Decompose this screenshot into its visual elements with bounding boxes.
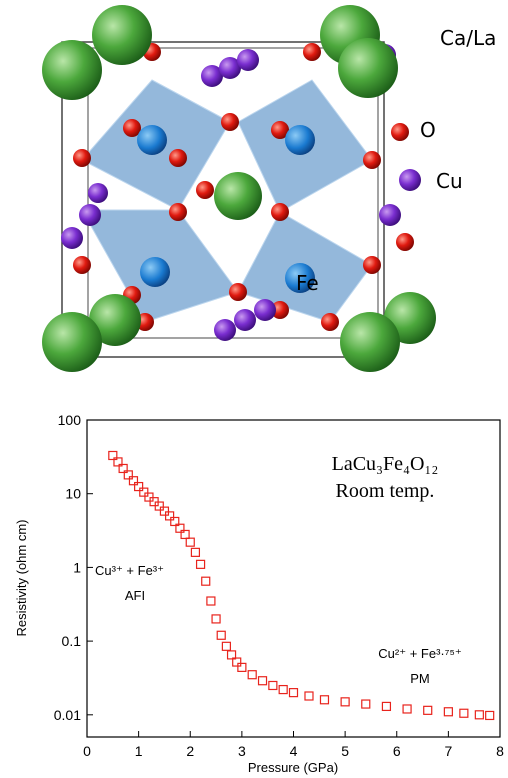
atom-label: O xyxy=(420,118,436,142)
y-tick-label: 100 xyxy=(58,412,82,428)
crystal-structure: Ca/La O Cu Fe xyxy=(42,5,496,372)
x-tick-label: 7 xyxy=(444,743,452,759)
data-point xyxy=(341,698,349,706)
annotation: LaCu₃Fe₄O₁₂ xyxy=(332,453,439,475)
x-tick-label: 0 xyxy=(83,743,91,759)
data-point xyxy=(444,708,452,716)
annotation: Room temp. xyxy=(336,480,435,502)
annotation: PM xyxy=(410,671,430,686)
data-point xyxy=(424,706,432,714)
data-point xyxy=(475,711,483,719)
annotation: Cu²⁺ + Fe³·⁷⁵⁺ xyxy=(378,646,461,661)
data-point xyxy=(460,709,468,717)
x-tick-label: 5 xyxy=(341,743,349,759)
data-point xyxy=(290,689,298,697)
data-point xyxy=(320,696,328,704)
data-point xyxy=(305,692,313,700)
data-point xyxy=(191,548,199,556)
data-point xyxy=(403,705,411,713)
data-point xyxy=(140,488,148,496)
x-tick-label: 1 xyxy=(135,743,143,759)
data-point xyxy=(207,597,215,605)
y-axis-title: Resistivity (ohm cm) xyxy=(14,519,29,636)
data-point xyxy=(269,681,277,689)
y-tick-label: 0.1 xyxy=(62,633,82,649)
data-point xyxy=(186,538,194,546)
x-tick-label: 4 xyxy=(290,743,298,759)
data-point xyxy=(248,671,256,679)
data-point xyxy=(222,642,230,650)
annotation: AFI xyxy=(125,588,145,603)
data-point xyxy=(279,686,287,694)
data-point xyxy=(129,477,137,485)
data-point xyxy=(212,615,220,623)
data-point xyxy=(362,700,370,708)
x-tick-label: 3 xyxy=(238,743,246,759)
data-point xyxy=(166,512,174,520)
annotation: Cu³⁺ + Fe³⁺ xyxy=(95,563,164,578)
data-point xyxy=(382,702,390,710)
data-point xyxy=(135,483,143,491)
data-point xyxy=(238,663,246,671)
data-point xyxy=(197,560,205,568)
data-point xyxy=(202,577,210,585)
atom-label: Fe xyxy=(296,271,319,295)
x-tick-label: 8 xyxy=(496,743,504,759)
data-point xyxy=(259,677,267,685)
chart: LaCu₃Fe₄O₁₂ Room temp. Cu³⁺ + Fe³⁺ AFI C… xyxy=(14,453,462,775)
figure: Ca/La O Cu Fe LaCu₃Fe₄O₁₂ Room temp. Cu³… xyxy=(0,0,508,778)
atom-label: Ca/La xyxy=(440,26,496,50)
x-tick-label: 6 xyxy=(393,743,401,759)
y-tick-label: 10 xyxy=(65,486,81,502)
x-tick-label: 2 xyxy=(186,743,194,759)
atom-label: Cu xyxy=(436,169,463,193)
y-tick-label: 0.01 xyxy=(54,707,81,723)
data-point xyxy=(486,711,494,719)
y-tick-label: 1 xyxy=(73,559,81,575)
data-point xyxy=(160,507,168,515)
x-axis-title: Pressure (GPa) xyxy=(248,760,338,775)
data-point xyxy=(217,631,225,639)
